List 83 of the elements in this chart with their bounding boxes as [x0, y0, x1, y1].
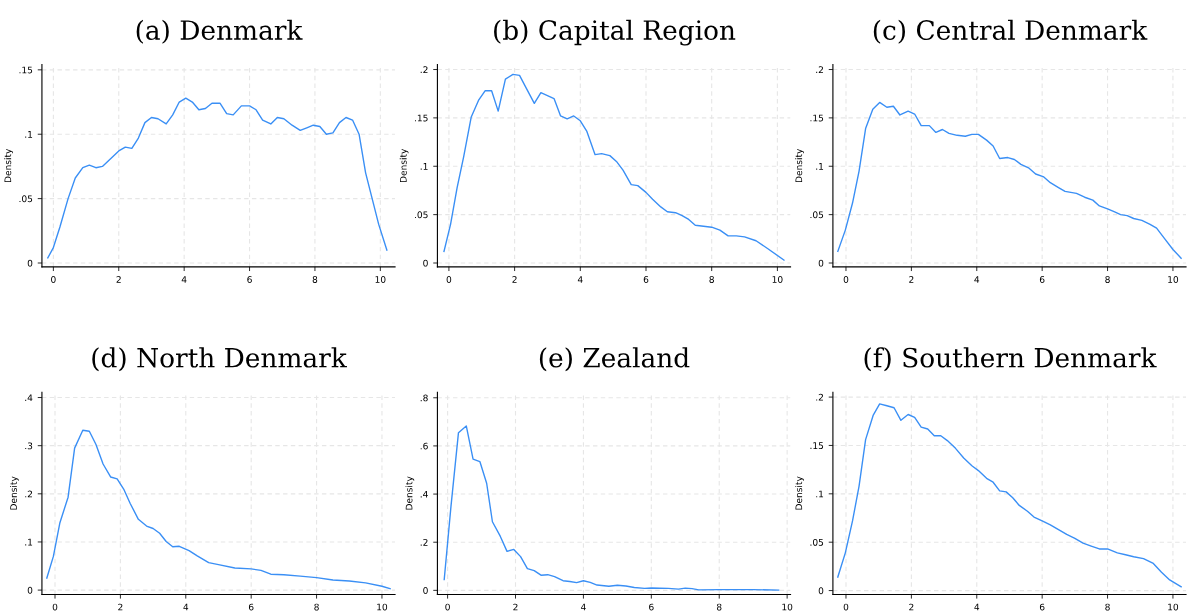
y-tick-label: 0 — [27, 259, 33, 267]
y-tick-label: .05 — [19, 195, 33, 203]
y-tick-label: .2 — [420, 538, 428, 546]
x-tick-label: 10 — [1168, 276, 1179, 283]
x-tick-label: 2 — [513, 603, 518, 611]
chart-title: (a) Denmark — [136, 19, 303, 44]
x-tick-label: 8 — [1105, 276, 1110, 283]
x-tick-label: 4 — [181, 276, 187, 283]
x-tick-label: 6 — [1039, 276, 1045, 283]
x-tick-label: 10 — [377, 603, 388, 611]
line-series — [443, 73, 785, 261]
x-tick-label: 2 — [512, 276, 517, 283]
y-tick-label: .8 — [420, 394, 428, 402]
x-tick-label: 6 — [1039, 603, 1045, 611]
chart-title: (b) Capital Region — [494, 19, 736, 46]
y-tick-label: .1 — [816, 490, 824, 498]
y-tick-label: .15 — [810, 442, 824, 450]
chart-title: (e) Zealand — [539, 347, 690, 372]
x-tick-label: 10 — [375, 276, 386, 283]
x-tick-label: 4 — [183, 603, 189, 611]
x-tick-label: 10 — [772, 276, 783, 283]
x-tick-label: 6 — [248, 603, 254, 611]
x-tick-label: 2 — [909, 276, 914, 283]
x-tick-label: 4 — [974, 603, 980, 611]
x-tick-label: 4 — [974, 276, 980, 283]
y-tick-label: .1 — [25, 538, 33, 546]
y-tick-label: .15 — [415, 114, 428, 122]
y-tick-label: .15 — [810, 114, 824, 122]
x-tick-label: 4 — [577, 276, 583, 283]
y-tick-label: .3 — [25, 442, 33, 450]
y-tick-label: 0 — [423, 259, 428, 267]
y-tick-label: .1 — [816, 163, 824, 170]
y-axis-title: Density — [405, 476, 415, 510]
line-series — [837, 101, 1182, 259]
y-tick-label: .1 — [25, 131, 33, 138]
y-tick-label: .05 — [810, 211, 824, 219]
x-tick-label: 2 — [116, 276, 121, 283]
x-tick-label: 6 — [247, 276, 252, 283]
line-series — [837, 403, 1182, 588]
x-tick-label: 0 — [446, 276, 452, 283]
x-tick-label: 0 — [52, 603, 58, 611]
x-tick-label: 0 — [843, 276, 849, 283]
y-tick-label: .2 — [816, 66, 823, 73]
x-tick-label: 0 — [843, 603, 849, 611]
chart-title: (f) Southern Denmark — [864, 347, 1157, 372]
y-axis-title: Density — [4, 148, 13, 183]
y-tick-label: .05 — [810, 538, 824, 546]
y-tick-label: .2 — [816, 393, 823, 401]
line-series — [46, 429, 391, 590]
x-tick-label: 2 — [118, 603, 123, 611]
x-tick-label: 6 — [649, 603, 654, 611]
y-tick-label: 0 — [818, 587, 824, 595]
y-axis-title: Density — [10, 476, 19, 510]
x-tick-label: 10 — [1168, 603, 1179, 611]
x-tick-label: 4 — [580, 603, 586, 611]
y-axis-title: Density — [795, 148, 804, 183]
chart-title: (c) Central Denmark — [873, 19, 1148, 44]
y-axis-title: Density — [795, 476, 804, 510]
line-series — [443, 425, 780, 591]
y-tick-label: .4 — [25, 394, 33, 401]
x-tick-label: 8 — [716, 603, 722, 611]
y-tick-label: 0 — [818, 259, 824, 267]
x-tick-label: 8 — [314, 603, 319, 611]
x-tick-label: 8 — [1105, 603, 1110, 611]
y-tick-label: .6 — [420, 442, 428, 450]
y-tick-label: 0 — [423, 587, 428, 594]
x-tick-label: 8 — [312, 276, 318, 283]
x-tick-label: 10 — [782, 603, 793, 611]
x-tick-label: 0 — [445, 603, 450, 611]
line-series — [47, 97, 388, 259]
y-axis-title: Density — [399, 148, 409, 183]
y-tick-label: 0 — [27, 586, 33, 594]
x-tick-label: 0 — [51, 276, 56, 283]
y-tick-label: .2 — [25, 490, 32, 498]
x-tick-label: 2 — [909, 603, 914, 611]
y-tick-label: .2 — [420, 66, 428, 73]
y-tick-label: .15 — [19, 66, 33, 74]
x-tick-label: 8 — [709, 276, 714, 283]
y-tick-label: .05 — [415, 211, 428, 219]
y-tick-label: .4 — [420, 490, 428, 498]
x-tick-label: 6 — [643, 276, 649, 283]
chart-title: (d) North Denmark — [92, 347, 347, 372]
y-tick-label: .1 — [420, 163, 428, 170]
